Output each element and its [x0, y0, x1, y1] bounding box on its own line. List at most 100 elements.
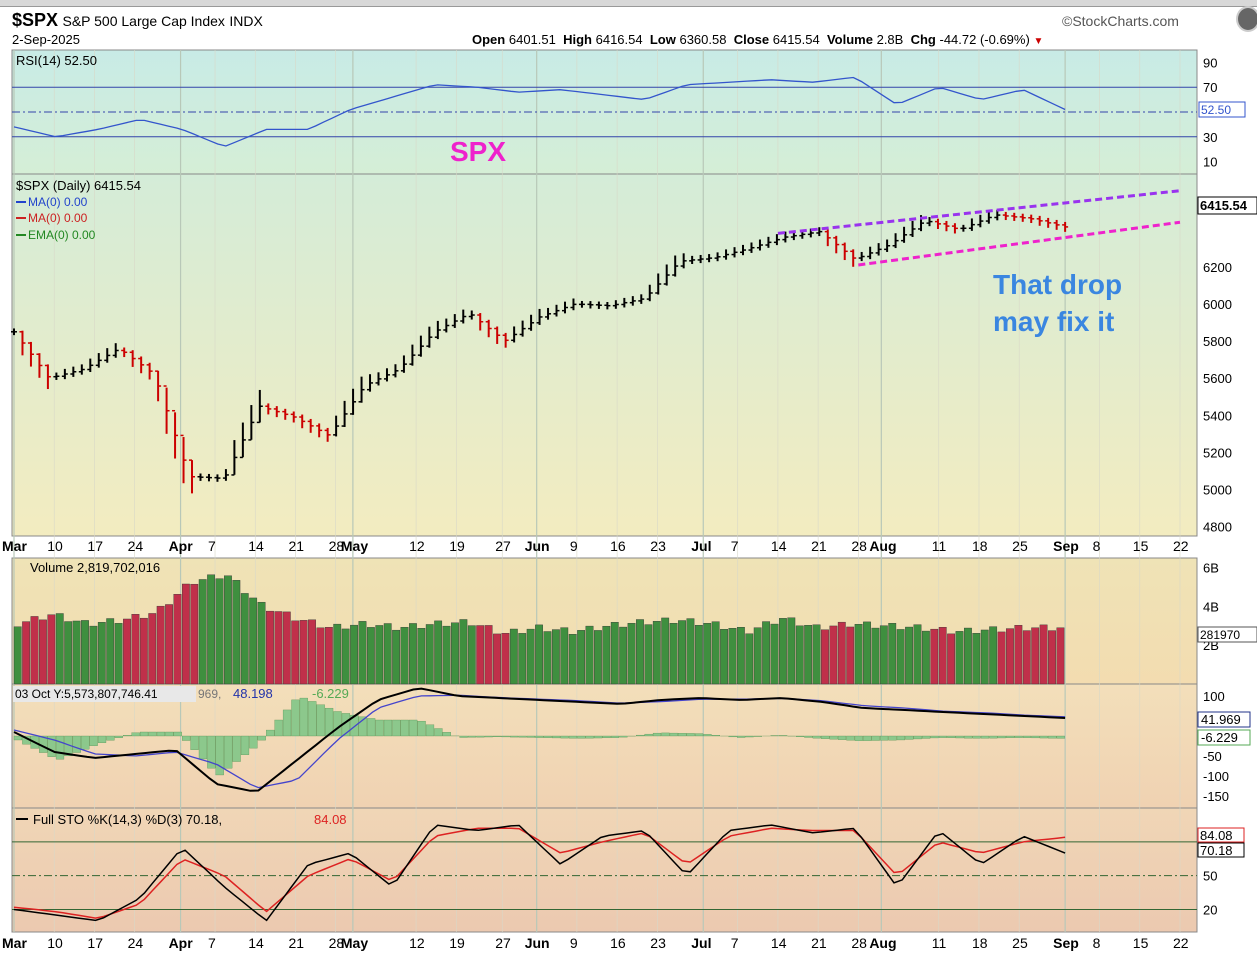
price-last-label: 6415.54 — [1200, 198, 1248, 213]
macd-histogram-bar — [114, 735, 123, 738]
volume-bar — [652, 621, 661, 685]
volume-bar — [81, 620, 89, 685]
x-tick-label-bottom: 8 — [1093, 935, 1101, 951]
volume-bar — [383, 623, 392, 685]
rsi-y-tick: 90 — [1203, 55, 1217, 70]
macd-histogram-bar — [980, 735, 990, 739]
macd-histogram-bar — [728, 735, 737, 738]
macd-histogram-bar — [568, 735, 578, 739]
volume-bar — [249, 597, 258, 685]
volume-bar — [148, 613, 157, 685]
settings-gear-icon[interactable] — [1236, 6, 1257, 32]
macd-y-tick: -150 — [1203, 789, 1229, 804]
macd-histogram-bar — [821, 735, 830, 739]
macd-y-tick: -50 — [1203, 749, 1222, 764]
annotation-line-2: may fix it — [993, 306, 1114, 337]
volume-bar — [829, 625, 838, 685]
high-value: 6416.54 — [595, 32, 643, 47]
sto-k-last-label: 70.18 — [1200, 843, 1233, 858]
x-tick-label-bottom: 7 — [731, 935, 739, 951]
volume-bar — [745, 633, 754, 685]
x-tick-label: 15 — [1133, 538, 1149, 554]
volume-bar — [1056, 627, 1065, 685]
x-tick-label-bottom: 28 — [851, 935, 867, 951]
price-y-tick: 4800 — [1203, 520, 1232, 535]
price-y-tick: 5800 — [1203, 334, 1232, 349]
exchange: INDX — [229, 13, 263, 29]
x-tick-label-bottom: 12 — [409, 935, 425, 951]
volume-bar — [324, 627, 333, 685]
stockcharts-logo[interactable]: ©StockCharts.com — [1062, 13, 1179, 29]
volume-bar — [720, 629, 728, 685]
macd-histogram-bar — [282, 709, 292, 737]
volume-bar — [812, 624, 821, 685]
volume-bar — [627, 623, 636, 685]
chart-header: $SPX S&P 500 Large Cap Index INDX — [12, 10, 263, 31]
volume-bar — [207, 574, 216, 685]
volume-bar — [837, 621, 846, 685]
macd-histogram-bar — [308, 701, 317, 737]
volume-bar — [282, 611, 291, 685]
x-tick-label: Mar — [2, 538, 27, 554]
macd-histogram-bar — [837, 735, 847, 740]
volume-bar — [997, 631, 1006, 685]
macd-histogram-bar — [1056, 735, 1065, 739]
macd-histogram-bar — [829, 735, 838, 740]
macd-histogram-bar — [779, 735, 788, 737]
macd-histogram-bar — [97, 735, 107, 743]
macd-histogram-bar — [930, 735, 939, 739]
volume-bar — [47, 614, 56, 685]
volume-bar — [821, 629, 829, 685]
x-tick-label: 21 — [288, 538, 304, 554]
macd-histogram-bar — [182, 735, 191, 741]
x-tick-label: Jul — [691, 538, 711, 554]
x-tick-label-bottom: 28 — [329, 935, 345, 951]
volume-bar — [366, 627, 375, 685]
macd-histogram-bar — [476, 735, 485, 738]
volume-bar — [459, 619, 468, 685]
macd-y-tick: 100 — [1203, 689, 1225, 704]
x-tick-label-bottom: 17 — [87, 935, 103, 951]
macd-histogram-bar — [871, 735, 880, 741]
macd-signal-label: 48.198 — [233, 686, 273, 701]
macd-histogram-bar — [518, 735, 527, 738]
macd-histogram-bar — [694, 733, 704, 737]
x-tick-label: 21 — [811, 538, 827, 554]
x-tick-label-bottom: 7 — [208, 935, 216, 951]
channel-upper-line — [777, 189, 1181, 235]
macd-histogram-bar — [526, 735, 536, 738]
volume-bar — [190, 583, 199, 685]
macd-last-tag — [1197, 711, 1251, 728]
annotation-line-1: That drop — [993, 269, 1122, 300]
macd-histogram-bar — [535, 735, 544, 738]
volume-bar — [350, 624, 358, 685]
volume-bar — [341, 628, 350, 685]
volume-bar — [879, 625, 888, 685]
axis-labels: MarMar101017172424AprApr77141421212828Ma… — [2, 55, 1232, 951]
volume-bar — [89, 625, 98, 685]
macd-histogram-bar — [922, 735, 931, 739]
rsi-y-tick: 70 — [1203, 80, 1217, 95]
rsi-title: RSI(14) 52.50 — [16, 53, 97, 68]
price-y-tick: 6000 — [1203, 297, 1232, 312]
volume-bar — [291, 620, 300, 685]
volume-bar — [863, 621, 871, 685]
x-tick-label-bottom: 18 — [972, 935, 988, 951]
x-tick-label-bottom: 10 — [47, 935, 63, 951]
x-tick-label-bottom: Jun — [525, 935, 550, 951]
channel-lower-line — [858, 220, 1181, 267]
macd-histogram-bar — [442, 732, 451, 737]
macd-histogram-bar — [333, 711, 342, 737]
macd-histogram-bar — [299, 697, 308, 737]
volume-bar — [871, 627, 880, 685]
macd-histogram-bar — [55, 735, 65, 760]
high-label: High — [563, 32, 592, 47]
macd-histogram-bar — [1039, 735, 1048, 739]
volume-bar — [316, 627, 325, 685]
macd-histogram-bar — [215, 735, 224, 776]
legend-ma1: MA(0) 0.00 — [28, 195, 88, 209]
volume-bar — [55, 613, 64, 685]
macd-histogram-bar — [619, 735, 628, 738]
macd-histogram-bar — [652, 732, 662, 737]
volume-bar — [1014, 625, 1023, 685]
